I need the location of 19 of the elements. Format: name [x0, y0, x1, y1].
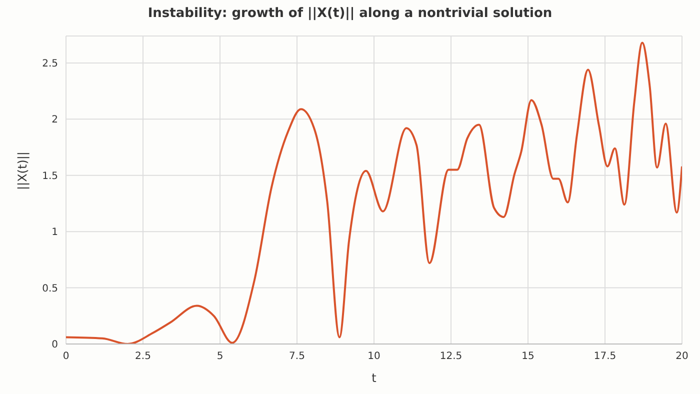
- x-tick-label: 12.5: [440, 351, 462, 362]
- chart-title: Instability: growth of ||X(t)|| along a nontrivial solution: [146, 6, 554, 21]
- x-tick-label: 17.5: [594, 351, 616, 362]
- x-tick-label: 20: [676, 351, 688, 362]
- y-tick-label: 0.5: [42, 283, 58, 294]
- x-tick-label: 10: [368, 351, 380, 362]
- line-series: [66, 42, 682, 344]
- y-axis-title: ||X(t)||: [15, 152, 30, 190]
- y-tick-label: 1: [52, 227, 58, 238]
- x-tick-label: 15: [522, 351, 534, 362]
- y-tick-label: 2: [52, 114, 58, 126]
- x-tick-label: 7.5: [289, 351, 305, 362]
- x-tick-label: 5: [216, 351, 224, 362]
- y-tick-label: 2.5: [42, 58, 58, 70]
- x-axis-title: t: [372, 371, 377, 385]
- y-tick-label: 1.5: [42, 170, 58, 182]
- x-tick-label: 2.5: [135, 351, 151, 362]
- x-tick-label: 0: [62, 351, 70, 362]
- y-tick-label: 0: [52, 340, 58, 351]
